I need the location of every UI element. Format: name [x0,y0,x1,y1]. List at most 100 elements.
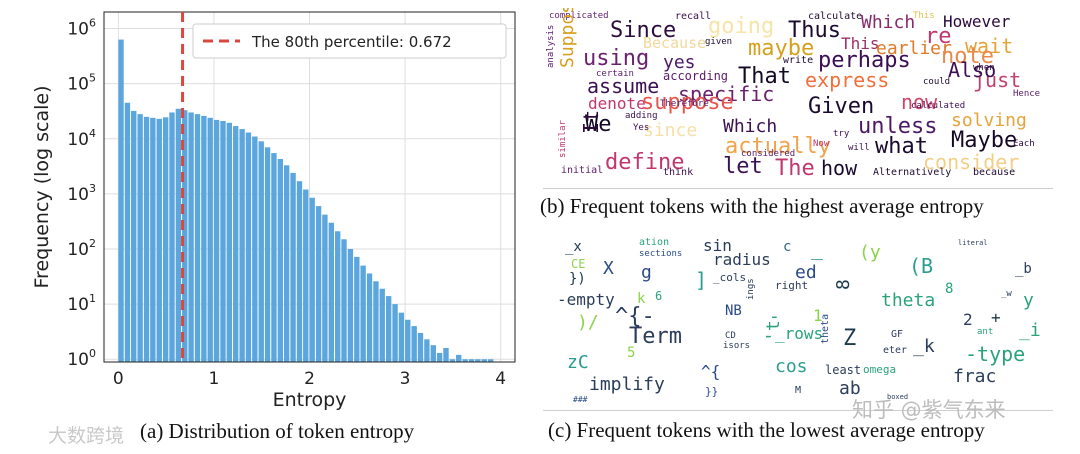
low-entropy-word: frac [953,366,997,387]
high-entropy-word: Because [643,34,707,52]
low-entropy-word: _ [811,236,824,260]
histogram-bar [150,117,156,363]
low-entropy-word: right [775,279,809,292]
entropy-histogram-chart: 0 1 2 3 4 100 101 102 103 104 105 106 Entropy Freq… [31,11,516,411]
high-entropy-word: actually [725,134,831,159]
high-entropy-word: Hence [1013,89,1041,99]
y-tick-label: 100 [67,347,96,370]
y-tick-labels: 100 101 102 103 104 105 106 [67,17,96,371]
high-entropy-word: Each [1013,139,1035,149]
low-entropy-word: CE [571,257,586,271]
wordcloud-low-entropy: _x ation sections sin radius c _ (y literal CE}) X… [543,234,1053,408]
high-entropy-word: denote [588,94,646,113]
high-entropy-word: think [663,167,694,178]
histogram-bar [398,312,405,362]
low-entropy-word: ^{ [701,362,721,381]
low-entropy-word: eter [883,345,908,356]
histogram-bar [315,206,322,362]
histogram-bar [131,110,137,362]
low-entropy-word: implify [589,374,665,395]
low-entropy-word: omega [863,363,897,376]
histogram-bar [156,118,162,363]
histogram-bar [487,359,494,362]
high-entropy-word: However [943,12,1011,31]
high-entropy-word: yes [663,52,696,73]
low-entropy-word: CD [725,331,736,341]
low-entropy-word: GF [891,329,904,340]
low-entropy-word: least [825,363,862,377]
histogram-bar [245,132,252,362]
histogram-bar [373,281,379,362]
histogram-bar [347,249,354,362]
histogram-bar [296,181,303,362]
histogram-bar [468,359,475,362]
chart-bars [118,39,494,363]
high-entropy-word: wait [965,34,1014,58]
histogram-bar [290,172,296,362]
histogram-bar [137,114,143,362]
histogram-bar [220,121,226,362]
x-tick-label: 2 [304,369,315,389]
high-entropy-word: assume [587,74,660,98]
high-entropy-word: This [913,11,935,21]
histogram-bar [341,239,347,362]
high-entropy-word: specific [678,82,775,106]
high-entropy-word: That [738,64,791,89]
low-entropy-word: }) [569,271,586,287]
y-tick-label: 104 [67,127,96,150]
y-tick-label: 105 [67,72,96,95]
caption-a: (a) Distribution of token entropy [140,419,415,443]
histogram-bar [226,122,233,362]
low-entropy-word: (B [909,254,934,278]
histogram-bar [449,359,456,362]
low-entropy-word: radius [713,250,771,269]
low-entropy-word: _b [1015,261,1032,277]
high-entropy-word: define [605,150,685,175]
low-entropy-word: theta [881,290,936,311]
legend-box [192,23,507,59]
x-tick-label: 3 [400,369,411,389]
low-entropy-word: boxed [887,393,909,401]
low-entropy-word: g [641,262,652,283]
high-entropy-word: Also [948,58,997,82]
low-entropy-word: ant [977,327,994,337]
histogram-bar [143,116,150,362]
histogram-bar [162,117,169,362]
histogram-bar [194,114,201,362]
low-entropy-word: _k [913,336,935,357]
low-entropy-word: + [991,308,1001,327]
high-entropy-word: Yes [633,123,650,133]
wordcloud-high-entropy: complicated Since recall going calculate Thus… [543,8,1053,188]
high-entropy-word: consider [923,150,1020,174]
histogram-bar [436,352,443,362]
low-entropy-word: ### [573,395,588,404]
high-entropy-word: The [775,156,815,181]
caption-b: (b) Frequent tokens with the highest ave… [540,194,984,218]
high-entropy-word: try [833,129,850,139]
histogram-bar [264,147,271,362]
histogram-bar [283,165,290,362]
histogram-bar [201,115,207,362]
low-entropy-word: _rows [775,324,824,343]
high-entropy-word: just [973,68,1022,92]
histogram-bar [481,359,487,362]
high-entropy-word: Maybe [951,128,1018,153]
low-entropy-word: cos [775,356,808,377]
low-entropy-vertical-word: ings [746,278,756,300]
histogram-bar [430,345,436,362]
low-entropy-word: - [769,306,780,327]
histogram-bar [462,359,468,362]
high-entropy-word: perhaps [818,48,911,73]
x-tick-label: 0 [113,369,124,389]
low-entropy-word: M [795,385,802,396]
low-entropy-word: c [783,239,792,255]
low-entropy-word: _w [1001,289,1012,299]
low-entropy-word: k [637,291,646,307]
high-entropy-word: Thus [788,18,841,43]
high-entropy-word: given [705,37,733,47]
high-entropy-word: now [901,90,938,114]
high-entropy-word: let [723,154,763,179]
low-entropy-word: X [603,258,614,279]
high-entropy-word: complicated [549,11,609,21]
histogram-bar [405,319,411,362]
